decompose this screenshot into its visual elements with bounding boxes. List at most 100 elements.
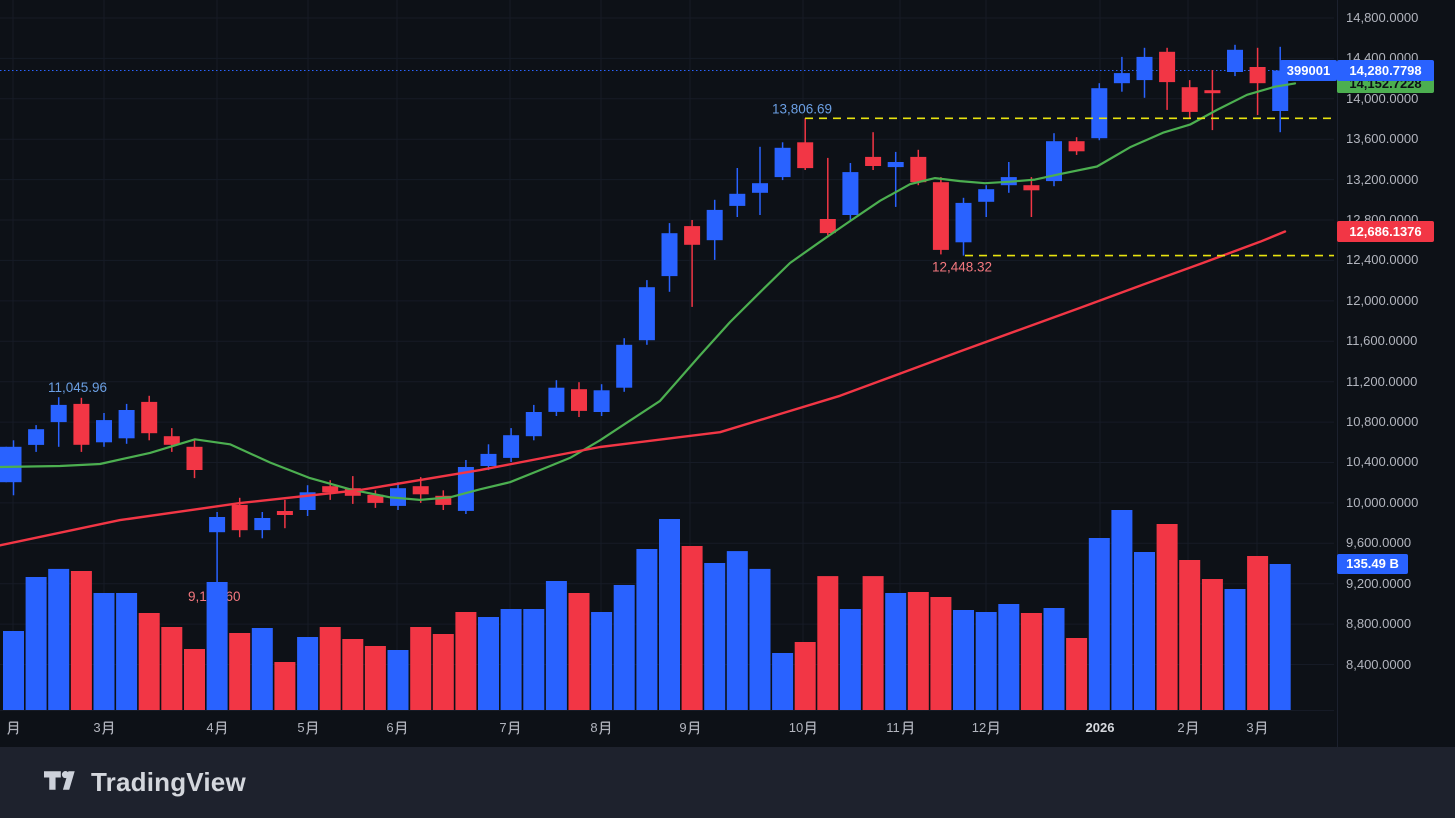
volume-bar xyxy=(455,612,477,710)
volume-bar xyxy=(1020,613,1042,710)
candle-body xyxy=(593,390,610,412)
price-tick-label: 9,600.0000 xyxy=(1346,535,1412,551)
volume-bar xyxy=(885,593,907,710)
candle-body xyxy=(209,517,226,533)
volume-bar xyxy=(591,612,613,710)
time-tick-label: 11 xyxy=(886,720,914,735)
volume-bar xyxy=(70,571,92,710)
candle-body xyxy=(435,495,452,505)
month-glyph xyxy=(102,721,114,735)
time-tick-label xyxy=(7,720,20,735)
volume-bar xyxy=(930,597,952,710)
month-glyph xyxy=(987,721,999,735)
price-tick-label: 13,600.0000 xyxy=(1346,131,1419,147)
price-tick-label: 12,400.0000 xyxy=(1346,252,1419,268)
volume-bar xyxy=(545,581,567,710)
candle-body xyxy=(254,518,271,531)
candle-body xyxy=(616,344,633,388)
time-scale[interactable]: 3 4 5 6 7 8 9 10 11 12 2026 2 3 xyxy=(0,710,1337,747)
candle-body xyxy=(1227,49,1243,72)
candle-body xyxy=(887,162,904,168)
candle-body xyxy=(73,403,90,445)
candle-body xyxy=(1159,51,1176,83)
price-tick-label: 10,000.0000 xyxy=(1346,494,1419,510)
volume-bar xyxy=(794,642,816,710)
time-tick-label: 2 xyxy=(1177,720,1198,735)
last-price-label: 14,280.7798 xyxy=(1337,59,1434,81)
volume-bar xyxy=(704,563,726,710)
volume-bar xyxy=(998,604,1020,710)
time-tick-label: 3 xyxy=(93,720,114,735)
volume-bar xyxy=(568,593,590,710)
tradingview-logo-icon xyxy=(44,770,75,790)
volume-bar xyxy=(1156,524,1178,710)
volume-bar xyxy=(1201,579,1223,710)
month-glyph xyxy=(804,721,816,735)
volume-bar xyxy=(229,633,251,710)
ma-slow-value: 12,686.1376 xyxy=(1349,224,1422,240)
countdown-value: 399001 xyxy=(1286,62,1331,78)
month-glyph xyxy=(688,721,700,735)
candle-body xyxy=(1249,67,1266,84)
month-glyph xyxy=(901,721,913,735)
volume-bar xyxy=(907,592,929,710)
volume-bar xyxy=(251,628,273,710)
month-glyph xyxy=(7,721,19,735)
volume-bar xyxy=(1043,608,1065,710)
volume-bar xyxy=(432,634,454,710)
candle-body xyxy=(141,401,158,434)
volume-bar xyxy=(1088,538,1110,710)
candle-body xyxy=(797,142,814,169)
candle-body xyxy=(842,172,859,215)
candle-body xyxy=(480,453,497,466)
volume-bar xyxy=(613,585,635,710)
candle-body xyxy=(1204,90,1221,94)
candle-body xyxy=(1113,73,1130,84)
price-tick-label: 9,200.0000 xyxy=(1346,575,1412,591)
volume-bar xyxy=(364,646,386,710)
candle-body xyxy=(503,435,520,458)
volume-bar xyxy=(319,627,341,710)
volume-bar xyxy=(975,612,997,710)
time-tick-label: 4 xyxy=(206,720,227,735)
price-tick-label: 8,400.0000 xyxy=(1346,656,1412,672)
ma-slow-price-label: 12,686.1376 xyxy=(1337,221,1434,243)
volume-bar xyxy=(184,649,205,710)
candle-body xyxy=(774,147,791,178)
volume-bar xyxy=(161,627,183,710)
tradingview-logo[interactable]: TradingView xyxy=(44,767,246,798)
candle-body xyxy=(661,233,678,277)
price-annotation: 13,806.69 xyxy=(772,101,832,116)
price-tick-label: 12,000.0000 xyxy=(1346,292,1419,308)
volume-bar xyxy=(817,576,839,710)
volume-bar xyxy=(387,650,409,710)
volume-bar xyxy=(1179,560,1201,710)
price-tick-label: 10,800.0000 xyxy=(1346,414,1419,430)
month-glyph xyxy=(306,721,318,735)
volume-bar xyxy=(839,609,861,710)
candle-body xyxy=(1023,185,1040,191)
candle-body xyxy=(1136,56,1153,81)
month-glyph xyxy=(599,721,611,735)
price-annotation: 12,448.32 xyxy=(932,260,992,275)
month-glyph xyxy=(1186,721,1198,735)
volume-bar xyxy=(953,610,974,710)
volume-bar xyxy=(772,653,794,710)
month-glyph xyxy=(215,721,227,735)
time-tick-label: 5 xyxy=(297,720,318,735)
volume-bar xyxy=(500,609,522,710)
volume-bar xyxy=(1247,556,1269,710)
candle-body xyxy=(752,183,768,193)
volume-bar xyxy=(659,519,680,710)
time-tick-label: 12 xyxy=(972,720,1000,735)
price-scale[interactable]: 14,800.0000 14,400.0000 14,000.0000 13,600.… xyxy=(1337,0,1455,747)
last-price-value: 14,280.7798 xyxy=(1349,62,1422,78)
time-tick-label: 8 xyxy=(590,720,611,735)
candle-body xyxy=(186,446,203,470)
candle-body xyxy=(865,156,882,166)
volume-bar xyxy=(116,593,138,710)
volume-bar xyxy=(342,639,364,710)
price-tick-label: 14,000.0000 xyxy=(1346,90,1419,106)
